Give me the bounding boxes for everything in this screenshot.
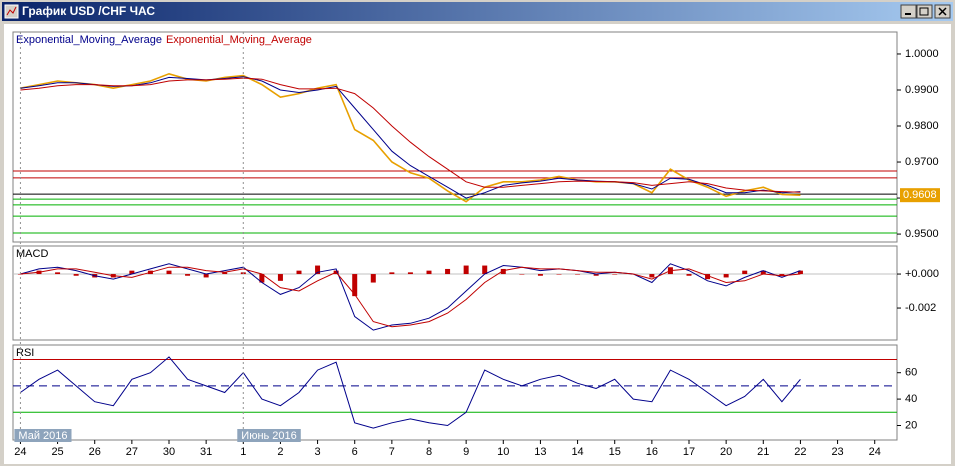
histogram-bar — [705, 274, 711, 280]
x-tick-label: 23 — [831, 446, 843, 458]
histogram-bar — [760, 270, 766, 275]
month-marker — [14, 429, 72, 442]
x-tick-label: 1 — [240, 446, 246, 458]
legend-entry: Exponential_Moving_Average — [16, 34, 162, 46]
x-tick-label: 24 — [869, 446, 881, 458]
maximize-button[interactable] — [916, 4, 933, 19]
histogram-bar — [277, 274, 283, 281]
histogram-bar — [185, 274, 191, 276]
x-tick-label: 9 — [463, 446, 469, 458]
x-tick-label: 13 — [534, 446, 546, 458]
histogram-bar — [575, 274, 581, 275]
x-tick-label: 16 — [646, 446, 658, 458]
histogram-bar — [296, 270, 302, 275]
histogram-bar — [463, 265, 469, 275]
histogram-bar — [482, 265, 488, 275]
histogram-bar — [445, 268, 451, 275]
panel-plot — [13, 356, 897, 429]
title-bar — [2, 2, 953, 21]
series-line — [20, 77, 801, 193]
panel-title: MACD — [16, 248, 48, 260]
x-tick-label: 15 — [609, 446, 621, 458]
histogram-bar — [73, 274, 79, 276]
close-button[interactable] — [934, 4, 951, 19]
x-tick-label: 30 — [163, 446, 175, 458]
histogram-bar — [593, 274, 599, 276]
histogram-bar — [222, 272, 228, 275]
x-tick-label: 26 — [89, 446, 101, 458]
month-label: Май 2016 — [18, 430, 67, 442]
histogram-bar — [55, 272, 61, 275]
series-line — [20, 263, 801, 331]
current-price-label: 0.9608 — [903, 189, 937, 201]
x-tick-label: 22 — [794, 446, 806, 458]
minimize-button[interactable] — [900, 4, 917, 19]
legend-entry: Exponential_Moving_Average — [166, 34, 312, 46]
x-tick-label: 27 — [126, 446, 138, 458]
x-tick-label: 20 — [720, 446, 732, 458]
histogram-bar — [649, 274, 655, 278]
panel-frame — [12, 31, 898, 243]
x-tick-label: 8 — [426, 446, 432, 458]
histogram-bar — [352, 274, 358, 297]
histogram-bar — [389, 272, 395, 275]
histogram-bar — [556, 274, 562, 275]
x-tick-label: 10 — [497, 446, 509, 458]
histogram-bar — [612, 274, 618, 275]
histogram-bar — [129, 270, 135, 275]
histogram-bar — [370, 274, 376, 283]
x-tick-label: 31 — [200, 446, 212, 458]
histogram-bar — [426, 270, 432, 275]
y-tick-label: -0.002 — [905, 302, 936, 314]
x-tick-label: 17 — [683, 446, 695, 458]
histogram-bar — [742, 270, 748, 275]
histogram-bar — [407, 272, 413, 275]
x-tick-label: 21 — [757, 446, 769, 458]
x-tick-label: 24 — [14, 446, 26, 458]
y-tick-label: +0.000 — [905, 268, 939, 280]
histogram-bar — [686, 274, 692, 276]
histogram-bar — [797, 270, 803, 275]
x-tick-label: 7 — [389, 446, 395, 458]
panel-plot — [13, 72, 897, 234]
histogram-bar — [537, 274, 543, 276]
histogram-bar — [519, 274, 525, 275]
series-line — [20, 72, 801, 203]
histogram-bar — [500, 268, 506, 275]
y-tick-label: 60 — [905, 367, 917, 379]
series-line — [20, 76, 801, 199]
y-tick-label: 40 — [905, 393, 917, 405]
panel-plot — [13, 263, 897, 331]
y-tick-label: 0.9500 — [905, 228, 939, 240]
series-line — [20, 266, 801, 328]
y-tick-label: 0.9900 — [905, 84, 939, 96]
panel-frame — [12, 245, 898, 341]
current-price-box — [900, 188, 940, 203]
y-tick-label: 0.9800 — [905, 120, 939, 132]
y-tick-label: 0.9700 — [905, 156, 939, 168]
x-tick-label: 25 — [51, 446, 63, 458]
x-tick-label: 3 — [315, 446, 321, 458]
month-label: Июнь 2016 — [241, 430, 296, 442]
histogram-bar — [723, 274, 729, 278]
window-title: График USD /CHF ЧАС — [22, 4, 155, 18]
y-tick-label: 20 — [905, 419, 917, 431]
histogram-bar — [779, 274, 785, 276]
panel-title: RSI — [16, 347, 34, 359]
x-tick-label: 2 — [277, 446, 283, 458]
x-tick-label: 14 — [571, 446, 583, 458]
histogram-bar — [259, 274, 265, 283]
histogram-bar — [315, 265, 321, 275]
window-icon-graph — [6, 6, 17, 16]
x-tick-label: 6 — [352, 446, 358, 458]
month-marker — [237, 429, 301, 442]
histogram-bar — [203, 274, 209, 278]
y-tick-label: 1.0000 — [905, 48, 939, 60]
series-line — [20, 356, 801, 429]
histogram-bar — [166, 270, 172, 275]
